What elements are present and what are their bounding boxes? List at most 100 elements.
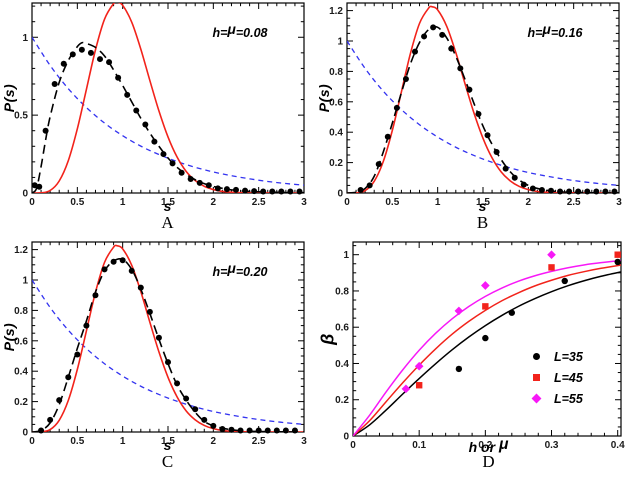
plot-frame	[352, 241, 622, 437]
fit-L55-curve	[353, 259, 621, 436]
plot-frame	[31, 241, 305, 433]
y-tick-labels: 0 0.2 0.4 0.6 0.8 1 1.2	[14, 245, 28, 438]
legend-item-l45: L=45	[533, 367, 583, 388]
parameter-annotation: h=μ=0.08	[178, 20, 302, 41]
data-L45-points	[415, 251, 621, 389]
numerical-data-points	[38, 257, 298, 434]
svg-text:0.8: 0.8	[329, 67, 343, 78]
brody-fit-curve	[347, 25, 619, 193]
panel-letter: B	[476, 213, 489, 232]
svg-text:1: 1	[120, 436, 126, 447]
gse-wigner-curve	[32, 244, 304, 432]
circle-marker-icon	[533, 353, 540, 360]
svg-text:2.5: 2.5	[252, 197, 266, 208]
svg-text:0.5: 0.5	[14, 111, 28, 122]
legend-item-l35: L=35	[533, 346, 583, 367]
legend-label: L=35	[554, 349, 583, 364]
svg-text:1.5: 1.5	[476, 197, 490, 208]
svg-text:2.5: 2.5	[567, 197, 581, 208]
svg-text:0.2: 0.2	[329, 158, 343, 169]
plot-c-canvas: 0 0.5 1 1.5 2 2.5 3 0 0.2 0.4 0.6 0.8 1 1.2	[14, 241, 307, 447]
svg-text:0: 0	[337, 189, 343, 200]
svg-text:3: 3	[301, 436, 307, 447]
svg-text:1: 1	[120, 197, 126, 208]
svg-text:0.8: 0.8	[14, 306, 28, 317]
legend-item-l55: L=55	[531, 388, 583, 409]
svg-text:0.4: 0.4	[329, 128, 343, 139]
legend-label: L=45	[554, 370, 583, 385]
panel-letter: C	[161, 452, 174, 471]
y-tick-labels: 0 0.2 0.4 0.6 0.8 1	[335, 250, 349, 442]
plot-frame	[31, 2, 305, 194]
svg-text:2.5: 2.5	[252, 436, 266, 447]
svg-text:0.4: 0.4	[335, 359, 349, 370]
svg-text:0: 0	[343, 432, 349, 443]
diamond-marker-icon	[531, 393, 542, 404]
svg-text:0.6: 0.6	[329, 97, 343, 108]
svg-text:0.5: 0.5	[385, 197, 399, 208]
svg-text:1.5: 1.5	[161, 197, 175, 208]
svg-text:0.2: 0.2	[14, 397, 28, 408]
svg-text:1: 1	[337, 37, 343, 48]
annotation-prefix: h=	[212, 26, 228, 40]
y-axis-label: P(s)	[1, 83, 17, 113]
curves	[32, 244, 304, 432]
legend: L=35 L=45 L=55	[531, 346, 583, 409]
numerical-data-points	[31, 46, 303, 195]
poisson-exp-curve	[32, 36, 304, 186]
svg-text:0.5: 0.5	[70, 436, 84, 447]
plot-frame	[346, 2, 620, 194]
svg-text:0.2: 0.2	[335, 395, 349, 406]
svg-text:0: 0	[22, 189, 28, 200]
x-tick-labels: 0 0.5 1 1.5 2 2.5 3	[29, 197, 307, 208]
svg-text:0: 0	[29, 436, 35, 447]
data-L35-points	[455, 258, 621, 373]
mu-symbol: μ	[227, 259, 236, 276]
svg-text:1.5: 1.5	[161, 436, 175, 447]
svg-text:0.4: 0.4	[14, 367, 28, 378]
svg-text:0.3: 0.3	[545, 440, 559, 451]
brody-fit-curve	[32, 258, 304, 432]
svg-text:0: 0	[29, 197, 35, 208]
fit-L35-curve	[353, 271, 621, 436]
y-tick-labels: 00.51	[14, 33, 28, 200]
panel-b: 0 0.5 1 1.5 2 2.5 3 0 0.2 0.4 0.6 0.8 1 1.2 P(s) h=μ=…	[315, 0, 630, 239]
panel-c: 0 0.5 1 1.5 2 2.5 3 0 0.2 0.4 0.6 0.8 1 1.2 P(s) h=μ=…	[0, 239, 315, 478]
svg-text:1.2: 1.2	[14, 245, 28, 256]
x-tick-labels: 0 0.1 0.2 0.3 0.4	[350, 440, 625, 451]
svg-text:1.2: 1.2	[329, 6, 343, 17]
svg-text:2: 2	[211, 436, 217, 447]
x-tick-labels: 0 0.5 1 1.5 2 2.5 3	[344, 197, 622, 208]
x-axis-label: s	[163, 198, 172, 214]
legend-label: L=55	[554, 391, 583, 406]
mu-symbol: μ	[227, 20, 236, 37]
svg-text:0.4: 0.4	[611, 440, 625, 451]
plot-a-canvas: 0 0.5 1 1.5 2 2.5 300.51	[14, 2, 307, 208]
numerical-data-points	[357, 24, 618, 195]
x-axis-label: h or μ	[331, 435, 630, 457]
svg-text:2: 2	[526, 197, 532, 208]
brody-fit-curve	[32, 41, 304, 193]
square-marker-icon	[533, 374, 540, 381]
annotation-prefix: h=	[527, 26, 543, 40]
annotation-suffix: =0.08	[235, 26, 268, 40]
plot-d-canvas: 0 0.1 0.2 0.3 0.4 0 0.2 0.4 0.6 0.8 1	[335, 241, 625, 451]
svg-text:0.8: 0.8	[335, 286, 349, 297]
svg-text:3: 3	[616, 197, 622, 208]
svg-text:0: 0	[350, 440, 356, 451]
panel-letter: D	[482, 452, 495, 471]
svg-text:0: 0	[22, 428, 28, 439]
mu-symbol: μ	[498, 435, 509, 453]
x-axis-label-prefix: h or	[468, 439, 499, 455]
annotation-suffix: =0.16	[550, 26, 583, 40]
parameter-annotation: h=μ=0.16	[493, 21, 617, 41]
y-tick-labels: 0 0.2 0.4 0.6 0.8 1 1.2	[329, 6, 343, 199]
svg-text:3: 3	[301, 197, 307, 208]
svg-text:1: 1	[343, 250, 349, 261]
x-axis-label: s	[163, 437, 172, 453]
svg-text:2: 2	[211, 197, 217, 208]
svg-text:1: 1	[22, 33, 28, 44]
plot-b-canvas: 0 0.5 1 1.5 2 2.5 3 0 0.2 0.4 0.6 0.8 1 1.2	[329, 2, 622, 208]
fit-L45-curve	[353, 264, 621, 436]
